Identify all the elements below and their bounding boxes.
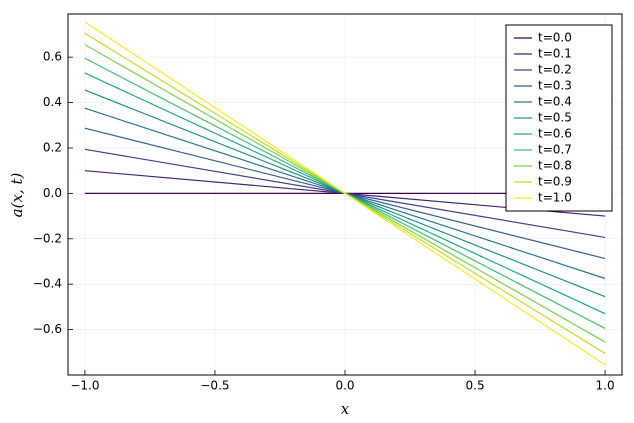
x-tick-label: 0.0 <box>335 379 354 393</box>
y-tick-label: 0.4 <box>43 95 62 109</box>
plot-frame <box>67 13 623 376</box>
legend-label: t=0.9 <box>538 175 572 189</box>
legend-label: t=0.5 <box>538 111 572 125</box>
legend-label: t=1.0 <box>538 191 572 205</box>
y-tick-label: −0.2 <box>33 231 62 245</box>
y-tick-label: 0.6 <box>43 50 62 64</box>
legend-label: t=0.2 <box>538 63 572 77</box>
x-axis-label: x <box>341 400 350 418</box>
legend-label: t=0.6 <box>538 127 572 141</box>
legend-label: t=0.0 <box>538 31 572 45</box>
legend-label: t=0.4 <box>538 95 572 109</box>
y-tick-label: −0.6 <box>33 322 62 336</box>
legend: t=0.0 t=0.1 t=0.2 t=0.3 t=0.4 t=0.5 t=0.6 t=0.7… <box>505 24 613 212</box>
legend-label: t=0.8 <box>538 159 572 173</box>
y-axis-label: a(x, t) <box>8 173 26 218</box>
x-tick-label: −0.5 <box>200 379 229 393</box>
legend-label: t=0.3 <box>538 79 572 93</box>
y-tick-label: 0.0 <box>43 186 62 200</box>
x-tick-label: 1.0 <box>596 379 615 393</box>
y-tick-label: 0.2 <box>43 140 62 154</box>
y-tick-label: −0.4 <box>33 277 62 291</box>
legend-label: t=0.1 <box>538 47 572 61</box>
x-tick-label: 0.5 <box>466 379 485 393</box>
legend-label: t=0.7 <box>538 143 572 157</box>
x-tick-label: −1.0 <box>70 379 99 393</box>
line-series <box>84 21 606 366</box>
